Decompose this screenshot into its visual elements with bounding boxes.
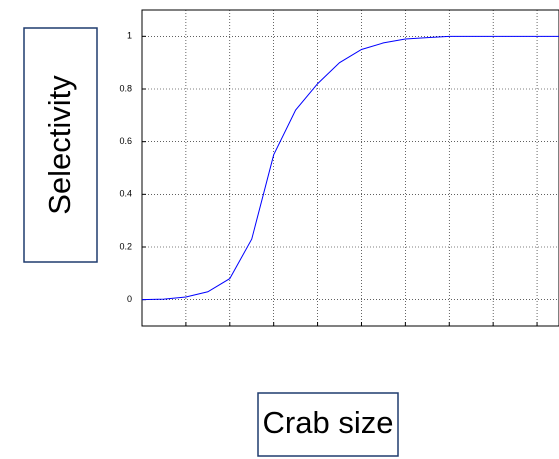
y-tick-label: 0 [127,294,132,304]
data-line [141,35,559,301]
y-tick-label: 0.6 [119,136,132,146]
x-label-box [257,392,399,457]
y-tick-label: 1 [127,31,132,41]
y-label-box [23,27,98,263]
y-tick-label: 0.2 [119,241,132,251]
y-tick-label: 0.8 [119,83,132,93]
y-tick-label: 0.4 [119,189,132,199]
plot-area [141,9,559,327]
y-axis-label: Selectivity [42,75,77,215]
x-axis-label: Crab size [263,405,394,440]
